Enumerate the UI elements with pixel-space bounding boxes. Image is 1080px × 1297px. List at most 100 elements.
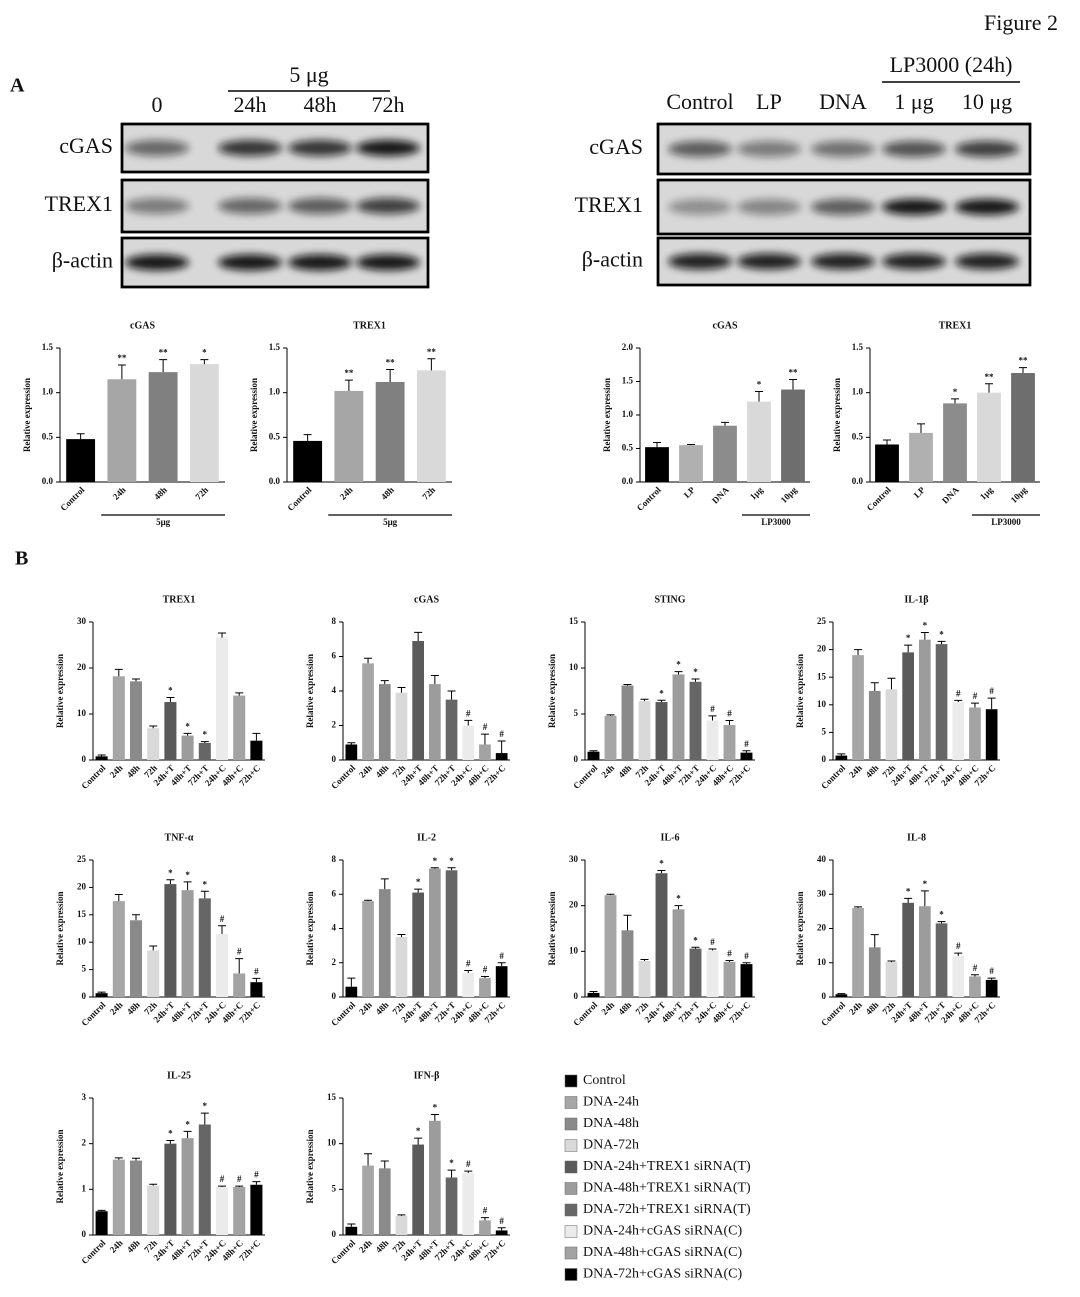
y-axis-label: Relative expression xyxy=(795,891,805,965)
error-bar xyxy=(742,962,751,965)
error-bar xyxy=(480,975,489,979)
bar xyxy=(95,756,108,760)
y-tick-label: 0.0 xyxy=(622,476,634,486)
x-tick-label: 48h xyxy=(152,485,169,502)
bar xyxy=(638,701,651,760)
bar xyxy=(852,655,864,760)
error-bar xyxy=(114,894,123,902)
error-bar xyxy=(235,692,244,696)
bar xyxy=(164,702,177,760)
y-tick-label: 0 xyxy=(332,1229,337,1239)
band xyxy=(668,253,732,270)
legend-label: Control xyxy=(583,1073,626,1088)
error-bar xyxy=(917,423,925,433)
error-bar xyxy=(344,379,353,391)
x-tick-label: DNA xyxy=(940,484,961,505)
x-tick-label: 24h xyxy=(599,763,616,780)
significance-label: # xyxy=(220,1174,225,1184)
error-bar xyxy=(920,631,929,640)
y-axis-label: Relative expression xyxy=(602,378,612,452)
bar xyxy=(969,976,981,997)
x-tick-label: 10μg xyxy=(779,484,800,505)
x-tick-label: LP xyxy=(912,484,928,500)
y-tick-label: 1.0 xyxy=(622,409,634,419)
bar xyxy=(198,1124,211,1235)
bar xyxy=(250,740,263,760)
significance-label: * xyxy=(693,935,698,945)
legend-swatch xyxy=(564,1246,578,1260)
significance-label: # xyxy=(499,951,504,961)
x-tick-label: Control xyxy=(79,1237,108,1266)
row-label: cGAS xyxy=(589,134,643,159)
group-label: 5μg xyxy=(383,517,398,527)
error-bar xyxy=(132,914,140,921)
bar xyxy=(395,937,408,997)
bar xyxy=(885,962,898,997)
bar xyxy=(147,1185,160,1235)
significance-label: * xyxy=(202,348,207,358)
bar xyxy=(445,699,458,760)
band xyxy=(288,198,352,214)
bar xyxy=(747,401,771,482)
significance-label: # xyxy=(989,966,994,976)
significance-label: # xyxy=(237,947,242,957)
row-label: β-actin xyxy=(52,248,113,273)
error-bar xyxy=(937,921,946,924)
error-bar xyxy=(218,1185,226,1188)
x-tick-label: 24h xyxy=(338,485,355,502)
significance-label: # xyxy=(727,709,732,719)
error-bar xyxy=(200,359,209,365)
y-tick-label: 10 xyxy=(77,936,87,946)
error-bar xyxy=(303,434,312,441)
y-tick-label: 1.0 xyxy=(852,387,864,397)
band xyxy=(955,253,1019,270)
significance-label: ** xyxy=(344,368,354,378)
significance-label: * xyxy=(923,879,928,889)
y-tick-label: 0 xyxy=(574,754,579,764)
legend-label: DNA-48h+TREX1 siRNA(T) xyxy=(583,1181,751,1196)
legend-swatch xyxy=(564,1203,578,1217)
blot-group-label: LP3000 (24h) xyxy=(890,52,1013,77)
significance-label: * xyxy=(185,721,190,731)
y-tick-label: 0.5 xyxy=(622,443,634,453)
error-bar xyxy=(954,699,963,703)
x-tick-label: 48h xyxy=(374,763,391,780)
y-tick-label: 10 xyxy=(817,699,827,709)
bar xyxy=(233,973,246,997)
error-bar xyxy=(397,933,406,938)
error-bar xyxy=(414,888,423,893)
error-bar xyxy=(132,678,140,682)
y-tick-label: 40 xyxy=(817,854,827,864)
band xyxy=(668,199,732,215)
significance-label: # xyxy=(499,1216,504,1226)
y-tick-label: 15 xyxy=(569,616,579,626)
error-bar xyxy=(166,696,175,703)
error-bar xyxy=(76,433,85,440)
bar xyxy=(462,973,475,997)
x-tick-label: 48h xyxy=(616,1000,633,1017)
significance-label: ** xyxy=(427,347,437,357)
significance-label: * xyxy=(676,660,681,670)
blot-frame xyxy=(120,236,430,289)
bar xyxy=(293,440,323,482)
bar xyxy=(412,892,424,997)
error-bar xyxy=(691,678,700,682)
significance-label: # xyxy=(254,966,259,976)
bar xyxy=(672,674,685,760)
error-bar xyxy=(883,439,891,445)
bar xyxy=(868,947,881,997)
bar xyxy=(416,370,446,482)
bar xyxy=(604,715,617,760)
significance-label: # xyxy=(483,1206,488,1216)
significance-label: # xyxy=(237,1174,242,1184)
y-tick-label: 20 xyxy=(817,923,827,933)
y-axis-label: Relative expression xyxy=(547,654,557,728)
y-tick-label: 1.5 xyxy=(852,342,864,352)
bar xyxy=(952,702,965,760)
bar xyxy=(164,884,177,997)
y-tick-label: 6 xyxy=(332,888,337,898)
band xyxy=(882,141,946,157)
error-bar xyxy=(430,867,439,869)
error-bar xyxy=(166,879,175,885)
y-tick-label: 0.5 xyxy=(852,431,864,441)
